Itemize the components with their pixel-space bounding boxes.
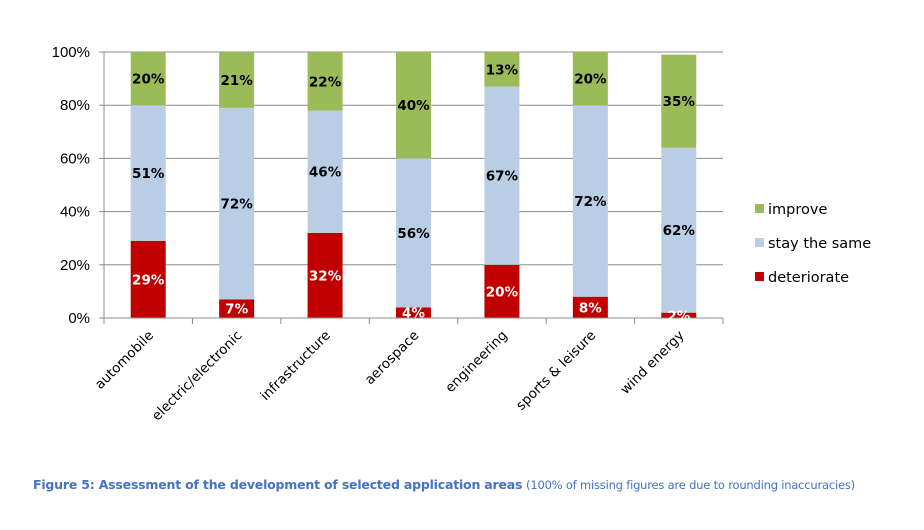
x-tick-label: automobile [92,328,157,393]
x-tick-label: aerospace [362,328,423,389]
data-label: 72% [574,194,607,210]
figure-caption: Figure 5: Assessment of the development … [33,477,855,492]
legend-swatch-stay-the-same [755,238,764,247]
axes [99,51,724,324]
bar-stay-the-same [219,107,255,300]
data-label: 32% [309,268,342,284]
bar-improve [219,52,255,108]
data-label: 56% [397,226,430,242]
y-tick-label: 100% [52,44,90,61]
bar-deteriorate [661,312,697,318]
bar-stay-the-same [130,105,166,241]
data-label: 40% [397,98,430,114]
y-tick-label: 80% [60,97,90,114]
data-label: 51% [132,166,165,182]
bar-stay-the-same [661,147,697,313]
bar-improve [484,52,520,87]
y-axis-ticks: 0% 20% 40% 60% 80% 100% [52,44,90,327]
bar-improve [130,52,166,106]
data-label: 13% [486,62,519,78]
data-label: 8% [579,300,602,316]
data-label: 35% [663,94,696,110]
bar-stay-the-same [307,110,343,233]
data-label: 62% [663,223,696,239]
legend-swatch-improve [755,204,764,213]
data-label: 21% [220,73,253,89]
data-label: 67% [486,169,519,185]
legend: improve stay the same deteriorate [755,202,871,286]
bars [130,52,697,318]
data-labels: 29% 51% 20% 7% 72% 21% 32% 46% 22% 4% 56% 40% 20% 67%… [132,62,695,324]
y-tick-label: 0% [68,310,90,327]
legend-label: stay the same [768,236,871,252]
caption-note: (100% of missing figures are due to roun… [526,478,855,492]
bar-stay-the-same [484,86,520,265]
data-label: 4% [402,306,425,322]
legend-swatch-deteriorate [755,272,764,281]
bar-improve [661,54,697,148]
legend-label: deteriorate [768,270,849,286]
data-label: 29% [132,272,165,288]
bar-deteriorate [307,232,343,318]
data-label: 7% [225,302,248,318]
y-tick-label: 40% [60,204,90,221]
bar-deteriorate [130,240,166,318]
bar-deteriorate [572,296,608,318]
bar-stay-the-same [572,105,608,297]
data-label: 20% [132,72,165,88]
x-tick-label: wind energy [617,328,687,398]
x-tick-label: sports & leisure [513,328,599,414]
legend-label: improve [768,202,827,218]
bar-improve [572,52,608,106]
caption-title: Figure 5: Assessment of the development … [33,477,523,492]
y-tick-label: 20% [60,257,90,274]
bar-deteriorate [484,264,520,318]
x-tick-label: infrastructure [257,328,333,404]
bar-deteriorate [396,307,431,318]
x-tick-label: engineering [442,328,510,396]
data-label: 22% [309,74,342,90]
data-label: 20% [574,72,607,88]
data-label: 72% [220,197,253,213]
bar-deteriorate [219,299,255,318]
x-tick-label: electric/electronic [149,328,246,425]
y-tick-label: 60% [60,150,90,167]
bar-improve [307,52,343,111]
data-label: 46% [309,165,342,181]
data-label: 2% [667,308,690,324]
bar-improve [396,52,431,159]
bar-stay-the-same [396,158,431,308]
data-label: 20% [486,284,519,300]
stacked-bar-chart: 0% 20% 40% 60% 80% 100% automobileelectric/el… [52,44,872,425]
